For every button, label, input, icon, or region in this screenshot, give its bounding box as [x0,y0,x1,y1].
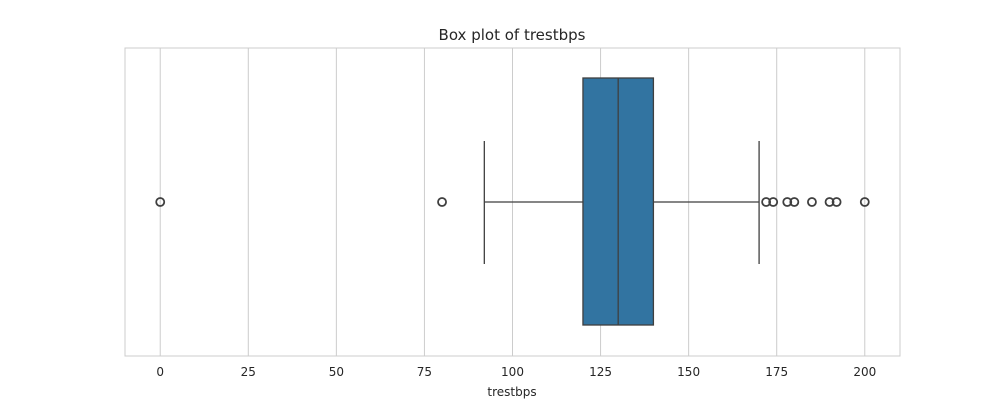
outlier-point [155,197,166,207]
x-tick-label: 175 [765,365,788,379]
x-tick-label: 100 [501,365,524,379]
outliers [155,197,870,207]
x-axis-label: trestbps [487,385,536,399]
box-layer [483,77,760,326]
outlier-point [807,197,817,207]
outlier-point [789,197,800,207]
chart-title: Box plot of trestbps [439,26,586,44]
x-tick-label: 125 [589,365,612,379]
outlier-point [782,197,793,207]
x-tick-label: 75 [417,365,432,379]
x-tick-label: 25 [241,365,256,379]
x-tick-label: 50 [329,365,344,379]
plot-frame [124,47,901,357]
outlier-point [768,197,779,207]
x-tick-label: 0 [156,365,164,379]
outlier-point [824,197,835,207]
outlier-point [761,197,772,207]
x-tick-labels: 0 25 50 75 100 125 150 175 200 [156,365,876,379]
x-tick-label: 200 [853,365,876,379]
outlier-point [831,197,842,207]
outlier-point [859,197,870,207]
outlier-point [437,197,447,207]
x-tick-label: 150 [677,365,700,379]
